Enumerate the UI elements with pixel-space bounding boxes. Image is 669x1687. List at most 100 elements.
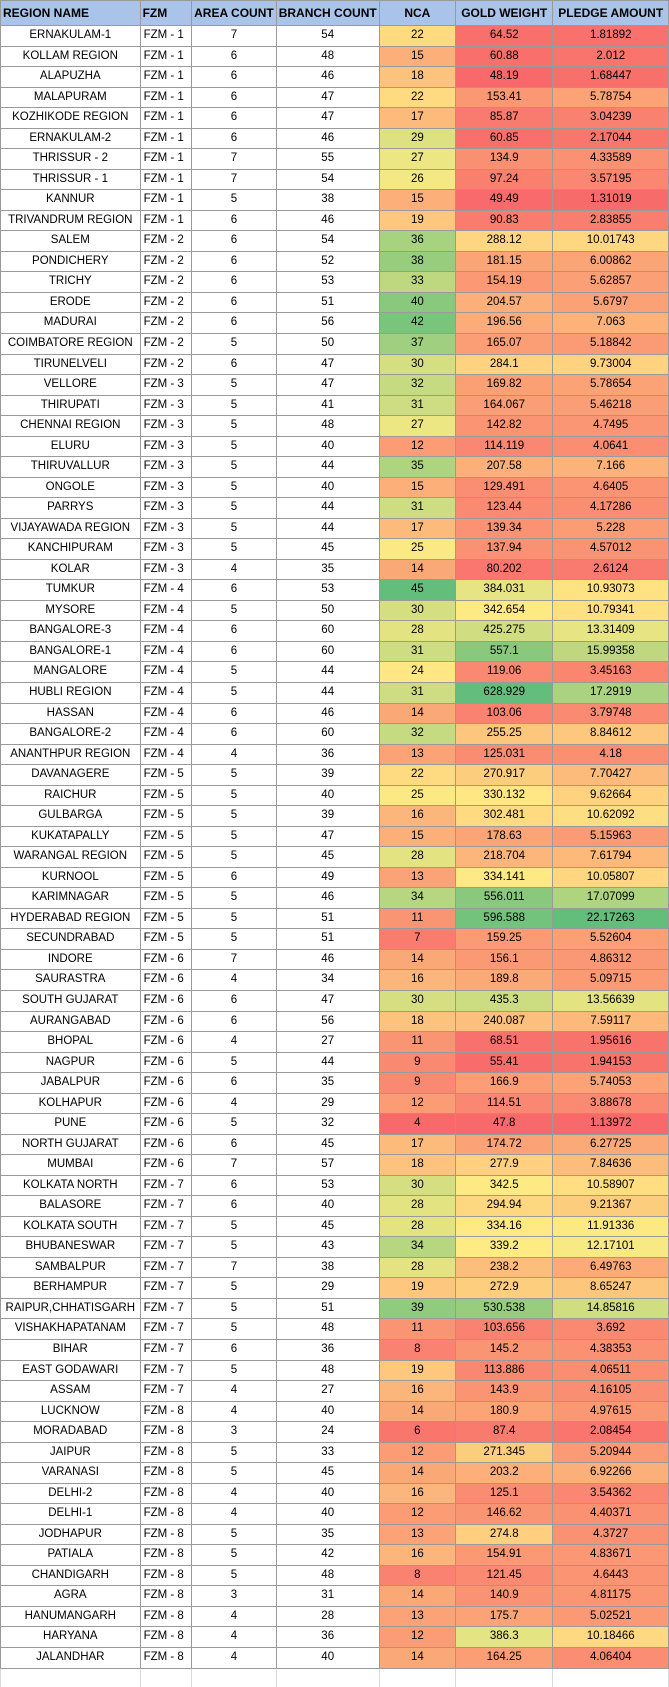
area-count-cell[interactable]: 6 [191, 353, 277, 376]
region-name-cell[interactable]: AGRA [0, 1585, 141, 1607]
pledge-amount-cell[interactable]: 6.92266 [552, 1462, 669, 1484]
gold-weight-cell[interactable]: 153.41 [454, 86, 554, 109]
region-name-cell[interactable]: BALASORE [0, 1195, 141, 1217]
branch-count-cell[interactable]: 46 [275, 209, 380, 232]
gold-weight-cell[interactable]: 203.2 [454, 1462, 554, 1484]
fzm-cell[interactable]: FZM - 7 [139, 1318, 193, 1340]
gold-weight-cell[interactable]: 425.275 [454, 620, 554, 642]
pledge-amount-cell[interactable]: 10.93073 [552, 579, 669, 601]
fzm-cell[interactable]: FZM - 6 [139, 948, 193, 971]
gold-weight-cell[interactable]: 154.19 [454, 271, 554, 293]
nca-cell[interactable]: 30 [378, 353, 456, 376]
gold-weight-cell[interactable]: 334.16 [454, 1215, 554, 1238]
area-count-cell[interactable]: 6 [191, 702, 277, 725]
pledge-amount-cell[interactable]: 14.85816 [552, 1297, 669, 1320]
area-count-cell[interactable]: 4 [191, 1482, 277, 1505]
gold-weight-cell[interactable]: 142.82 [454, 415, 554, 437]
gold-weight-cell[interactable]: 270.917 [454, 764, 554, 786]
pledge-amount-cell[interactable]: 1.94153 [552, 1051, 669, 1074]
fzm-cell[interactable]: FZM - 6 [139, 1133, 193, 1156]
pledge-amount-cell[interactable]: 5.15963 [552, 825, 669, 848]
fzm-cell[interactable]: FZM - 5 [139, 887, 193, 909]
branch-count-cell[interactable]: 46 [275, 127, 380, 150]
fzm-cell[interactable]: FZM - 5 [139, 784, 193, 807]
region-name-cell[interactable]: RAIPUR,CHHATISGARH [0, 1297, 141, 1320]
fzm-cell[interactable]: FZM - 2 [139, 271, 193, 293]
gold-weight-cell[interactable]: 339.2 [454, 1236, 554, 1258]
branch-count-cell[interactable]: 47 [275, 107, 380, 129]
branch-count-cell[interactable]: 35 [275, 1072, 380, 1094]
region-name-cell[interactable]: SECUNDRABAD [0, 928, 141, 950]
fzm-cell[interactable]: FZM - 2 [139, 353, 193, 376]
header-nca[interactable]: NCA [378, 0, 456, 26]
region-name-cell[interactable]: VIJAYAWADA REGION [0, 517, 141, 540]
branch-count-cell[interactable]: 46 [275, 702, 380, 725]
region-name-cell[interactable]: PARRYS [0, 497, 141, 519]
gold-weight-cell[interactable]: 386.3 [454, 1626, 554, 1648]
gold-weight-cell[interactable]: 175.7 [454, 1605, 554, 1628]
gold-weight-cell[interactable]: 284.1 [454, 353, 554, 376]
area-count-cell[interactable]: 6 [191, 723, 277, 745]
pledge-amount-cell[interactable]: 4.86312 [552, 948, 669, 971]
branch-count-cell[interactable]: 50 [275, 332, 380, 355]
region-name-cell[interactable]: GULBARGA [0, 805, 141, 827]
branch-count-cell[interactable]: 53 [275, 271, 380, 293]
pledge-amount-cell[interactable]: 10.62092 [552, 805, 669, 827]
region-name-cell[interactable]: MALAPURAM [0, 86, 141, 109]
branch-count-cell[interactable]: 46 [275, 948, 380, 971]
header-branch-count[interactable]: BRANCH COUNT [275, 0, 380, 26]
pledge-amount-cell[interactable]: 15.99358 [552, 640, 669, 663]
fzm-cell[interactable]: FZM - 4 [139, 743, 193, 766]
region-name-cell[interactable]: KOZHIKODE REGION [0, 107, 141, 129]
nca-cell[interactable]: 14 [378, 558, 456, 581]
area-count-cell[interactable]: 6 [191, 230, 277, 252]
area-count-cell[interactable]: 5 [191, 476, 277, 499]
region-name-cell[interactable]: BANGALORE-2 [0, 723, 141, 745]
branch-count-cell[interactable]: 38 [275, 189, 380, 211]
nca-cell[interactable]: 30 [378, 599, 456, 622]
header-region-name[interactable]: REGION NAME [0, 0, 141, 26]
fzm-cell[interactable]: FZM - 5 [139, 764, 193, 786]
region-name-cell[interactable]: MORADABAD [0, 1421, 141, 1443]
branch-count-cell[interactable]: 36 [275, 1626, 380, 1648]
area-count-cell[interactable]: 5 [191, 332, 277, 355]
branch-count-cell[interactable]: 27 [275, 1380, 380, 1402]
gold-weight-cell[interactable]: 156.1 [454, 948, 554, 971]
pledge-amount-cell[interactable]: 10.05807 [552, 866, 669, 889]
gold-weight-cell[interactable]: 114.51 [454, 1092, 554, 1115]
nca-cell[interactable]: 35 [378, 456, 456, 478]
branch-count-cell[interactable]: 54 [275, 230, 380, 252]
area-count-cell[interactable]: 6 [191, 127, 277, 150]
area-count-cell[interactable]: 5 [191, 517, 277, 540]
gold-weight-cell[interactable]: 60.85 [454, 127, 554, 150]
pledge-amount-cell[interactable]: 7.166 [552, 456, 669, 478]
pledge-amount-cell[interactable]: 2.83855 [552, 209, 669, 232]
region-name-cell[interactable]: ERODE [0, 291, 141, 314]
area-count-cell[interactable]: 6 [191, 250, 277, 273]
nca-cell[interactable]: 28 [378, 1256, 456, 1279]
gold-weight-cell[interactable]: 166.9 [454, 1072, 554, 1094]
area-count-cell[interactable]: 7 [191, 948, 277, 971]
fzm-cell[interactable]: FZM - 1 [139, 66, 193, 88]
fzm-cell[interactable]: FZM - 7 [139, 1339, 193, 1361]
area-count-cell[interactable]: 5 [191, 497, 277, 519]
fzm-cell[interactable]: FZM - 6 [139, 1031, 193, 1053]
fzm-cell[interactable]: FZM - 6 [139, 1092, 193, 1115]
branch-count-cell[interactable]: 48 [275, 1318, 380, 1340]
pledge-amount-cell[interactable]: 7.063 [552, 312, 669, 334]
pledge-amount-cell[interactable]: 5.62857 [552, 271, 669, 293]
gold-weight-cell[interactable]: 123.44 [454, 497, 554, 519]
area-count-cell[interactable]: 5 [191, 1297, 277, 1320]
gold-weight-cell[interactable]: 180.9 [454, 1400, 554, 1423]
branch-count-cell[interactable]: 35 [275, 558, 380, 581]
gold-weight-cell[interactable]: 240.087 [454, 1010, 554, 1033]
region-name-cell[interactable]: PUNE [0, 1113, 141, 1135]
gold-weight-cell[interactable]: 145.2 [454, 1339, 554, 1361]
area-count-cell[interactable]: 7 [191, 25, 277, 47]
nca-cell[interactable]: 32 [378, 374, 456, 396]
branch-count-cell[interactable]: 40 [275, 476, 380, 499]
area-count-cell[interactable]: 6 [191, 579, 277, 601]
area-count-cell[interactable]: 5 [191, 415, 277, 437]
nca-cell[interactable]: 25 [378, 784, 456, 807]
fzm-cell[interactable]: FZM - 7 [139, 1195, 193, 1217]
